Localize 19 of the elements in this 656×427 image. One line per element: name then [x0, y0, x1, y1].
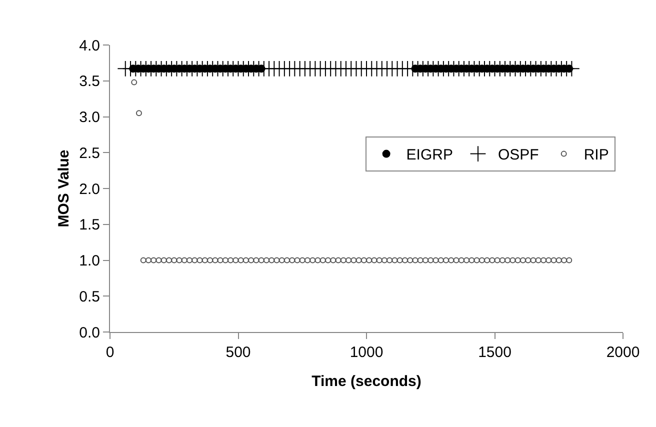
- x-tick-label: 0: [106, 344, 114, 361]
- y-tick-label: 4.0: [79, 37, 100, 54]
- y-tick-label: 3.5: [79, 73, 100, 90]
- y-tick-label: 3.0: [79, 109, 100, 126]
- y-tick-label: 1.0: [79, 252, 100, 270]
- x-tick-label: 2000: [606, 344, 640, 361]
- y-tick-label: 1.5: [79, 216, 100, 234]
- legend-label: OSPF: [498, 146, 539, 164]
- x-axis-title: Time (seconds): [312, 373, 422, 390]
- y-axis-title: MOS Value: [55, 150, 72, 228]
- y-tick-label: 2.0: [79, 180, 100, 198]
- legend-label: RIP: [584, 146, 609, 164]
- x-tick-label: 1500: [478, 344, 512, 361]
- y-tick-label: 0.5: [79, 288, 100, 306]
- legend-label: EIGRP: [406, 146, 453, 164]
- x-tick-label: 1000: [350, 344, 384, 361]
- y-tick-label: 2.5: [79, 144, 100, 162]
- y-tick-label: 0.0: [79, 324, 100, 342]
- x-tick-label: 500: [226, 344, 251, 361]
